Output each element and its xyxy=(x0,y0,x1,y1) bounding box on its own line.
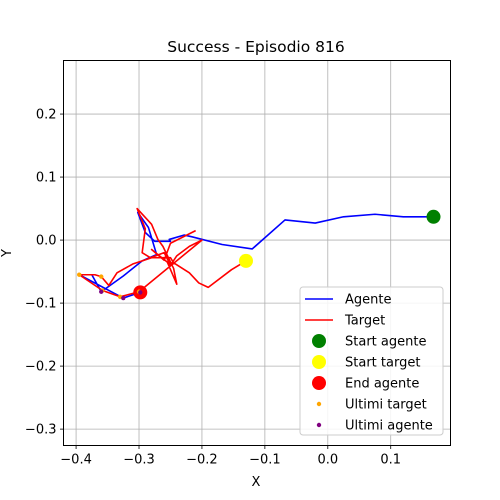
series-line-target xyxy=(78,207,247,298)
legend-swatch-end-agente xyxy=(312,376,326,390)
legend-label-agente: Agente xyxy=(345,293,391,308)
legend-label-end-agente: End agente xyxy=(345,377,419,392)
legend-label-start-agente: Start agente xyxy=(345,335,426,350)
x-tick-label: −0.4 xyxy=(60,453,92,468)
legend-label-ultimi-target: Ultimi target xyxy=(345,398,427,413)
legend-swatch-ultimi-target xyxy=(316,401,322,407)
plot-area-frame xyxy=(63,60,451,446)
grid xyxy=(63,60,451,446)
x-axis-label: X xyxy=(252,475,261,490)
plot-series xyxy=(77,207,441,301)
x-tick-label: −0.3 xyxy=(123,453,155,468)
x-tick-label: −0.2 xyxy=(186,453,218,468)
marker-start-target xyxy=(238,253,253,268)
legend: Agente Target Start agente Start target End … xyxy=(299,286,444,436)
chart-title: Success - Episodio 816 xyxy=(167,38,344,56)
y-tick-label: 0.2 xyxy=(36,108,57,123)
y-tick-label: −0.1 xyxy=(25,297,57,312)
y-tick-label: 0.1 xyxy=(36,171,57,186)
legend-box xyxy=(299,286,444,436)
marker-ultimi-agente xyxy=(138,290,143,295)
legend-swatch-start-agente xyxy=(312,334,326,348)
legend-label-target: Target xyxy=(344,314,385,329)
axis-ticks: −0.4 −0.3 −0.2 −0.1 0.0 0.1−0.3−0.2−0.10.00.1… xyxy=(25,108,401,468)
y-tick-label: −0.2 xyxy=(25,360,57,375)
y-tick-label: −0.3 xyxy=(25,423,57,438)
x-tick-label: 0.1 xyxy=(380,453,401,468)
marker-start-agente xyxy=(426,209,441,224)
marker-ultimi-agente xyxy=(121,295,126,301)
marker-ultimi-agente xyxy=(99,289,104,294)
legend-label-start-target: Start target xyxy=(345,356,420,371)
legend-label-ultimi-agente: Ultimi agente xyxy=(345,419,433,434)
y-tick-label: 0.0 xyxy=(36,234,57,249)
legend-swatch-start-target xyxy=(312,355,326,369)
x-tick-label: −0.1 xyxy=(249,453,281,468)
y-axis-label: Y xyxy=(0,249,15,258)
marker-ultimi-target xyxy=(77,272,82,277)
legend-swatch-ultimi-agente xyxy=(316,422,322,428)
x-tick-label: 0.0 xyxy=(317,453,338,468)
marker-ultimi-target xyxy=(99,274,104,279)
